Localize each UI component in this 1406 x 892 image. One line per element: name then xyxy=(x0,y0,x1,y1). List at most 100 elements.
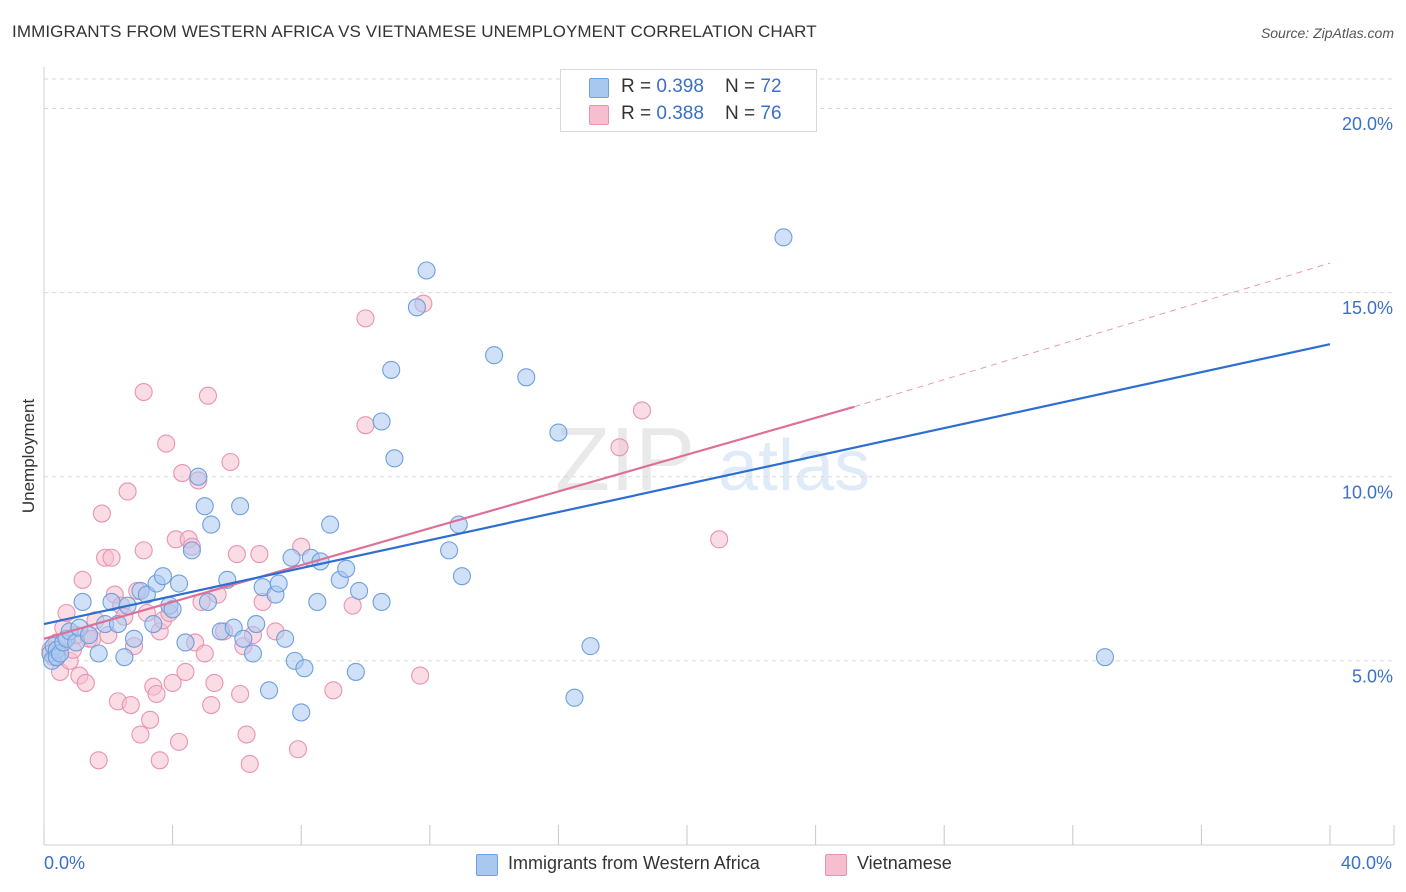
data-point-vietnamese xyxy=(157,434,176,453)
data-point-western-africa xyxy=(195,497,214,516)
data-point-vietnamese xyxy=(288,740,308,759)
data-point-western-africa xyxy=(189,467,208,486)
data-point-vietnamese xyxy=(356,416,375,435)
data-point-western-africa xyxy=(79,626,99,645)
data-point-western-africa xyxy=(89,644,108,663)
data-point-vietnamese xyxy=(134,382,153,402)
data-point-western-africa xyxy=(276,629,295,648)
data-point-western-africa xyxy=(308,592,327,611)
data-point-vietnamese xyxy=(73,570,92,589)
n-label: N = xyxy=(725,76,761,97)
data-point-vietnamese xyxy=(134,541,153,560)
data-point-vietnamese xyxy=(411,666,430,685)
r-value: 0.388 xyxy=(656,103,704,124)
r-value: 0.398 xyxy=(656,76,704,97)
legend-swatch-blue xyxy=(589,78,609,98)
r-label: R = xyxy=(621,76,657,97)
data-point-western-africa xyxy=(549,423,568,442)
data-point-western-africa xyxy=(269,574,288,593)
data-point-vietnamese xyxy=(76,673,95,693)
data-point-western-africa xyxy=(182,541,201,560)
data-point-western-africa xyxy=(234,629,253,648)
data-point-western-africa xyxy=(247,614,266,634)
data-point-vietnamese xyxy=(118,482,137,501)
data-point-western-africa xyxy=(176,633,195,652)
legend-label: Vietnamese xyxy=(857,853,952,873)
data-point-western-africa xyxy=(382,360,401,379)
data-point-vietnamese xyxy=(356,309,375,328)
data-point-western-africa xyxy=(417,261,436,280)
data-point-western-africa xyxy=(452,567,472,586)
data-point-vietnamese xyxy=(163,673,182,693)
data-point-vietnamese xyxy=(150,751,169,770)
data-point-vietnamese xyxy=(195,644,214,663)
trend-line-western-africa xyxy=(43,343,1331,626)
data-point-western-africa xyxy=(774,228,793,247)
data-point-western-africa xyxy=(292,703,311,722)
data-point-western-africa xyxy=(346,662,365,681)
data-point-western-africa xyxy=(350,581,369,600)
y-tick-label: 10.0% xyxy=(1342,482,1393,502)
data-point-vietnamese xyxy=(240,754,259,774)
data-point-vietnamese xyxy=(92,504,111,523)
data-point-vietnamese xyxy=(221,452,240,472)
data-point-western-africa xyxy=(259,681,279,700)
tick-labels: 5.0% 10.0% 15.0% 20.0% 0.0% 40.0% xyxy=(44,114,1393,873)
data-point-western-africa xyxy=(321,515,340,534)
data-point-western-africa xyxy=(153,567,173,586)
x-tick-label: 40.0% xyxy=(1341,853,1392,873)
chart-title: IMMIGRANTS FROM WESTERN AFRICA VS VIETNA… xyxy=(12,22,817,41)
data-point-vietnamese xyxy=(102,548,121,567)
data-point-vietnamese xyxy=(176,662,195,681)
trend-lines xyxy=(43,262,1331,640)
data-point-vietnamese xyxy=(202,696,221,715)
data-point-vietnamese xyxy=(147,684,166,704)
data-point-western-africa xyxy=(407,298,426,317)
y-tick-label: 20.0% xyxy=(1342,114,1393,134)
r-label: R = xyxy=(621,103,657,124)
data-point-western-africa xyxy=(124,629,144,648)
n-value: 76 xyxy=(760,103,782,124)
data-point-western-africa xyxy=(485,346,504,365)
data-point-western-africa xyxy=(581,637,600,656)
data-point-vietnamese xyxy=(227,545,246,564)
stats-legend: R = 0.398 N = 72 R = 0.388 N = 76 xyxy=(560,69,817,132)
y-axis-label: Unemployment xyxy=(19,399,38,514)
data-point-western-africa xyxy=(202,515,221,534)
data-point-vietnamese xyxy=(610,438,629,457)
data-point-vietnamese xyxy=(205,673,224,693)
data-point-western-africa xyxy=(73,592,92,611)
data-point-western-africa xyxy=(115,648,134,667)
data-point-western-africa xyxy=(295,659,314,678)
data-point-vietnamese xyxy=(141,710,160,729)
data-point-western-africa xyxy=(243,644,263,663)
data-point-vietnamese xyxy=(237,725,256,744)
trend-line-vietnamese xyxy=(43,405,855,640)
data-point-vietnamese xyxy=(198,386,218,405)
data-point-vietnamese xyxy=(632,401,652,420)
data-point-vietnamese xyxy=(131,725,150,744)
x-tick-label: 0.0% xyxy=(44,853,85,873)
data-point-western-africa xyxy=(144,614,163,634)
data-point-vietnamese xyxy=(710,530,729,549)
data-point-western-africa xyxy=(440,541,459,560)
legend-swatch-blue xyxy=(476,854,498,876)
n-label: N = xyxy=(725,103,761,124)
data-point-western-africa xyxy=(198,592,218,611)
data-point-western-africa xyxy=(372,412,391,431)
data-point-vietnamese xyxy=(89,751,108,770)
trend-line-vietnamese-extended xyxy=(854,262,1331,408)
data-point-vietnamese xyxy=(173,463,192,483)
legend-swatch-pink xyxy=(589,105,609,125)
source-label: Source: ZipAtlas.com xyxy=(1260,25,1394,41)
data-point-western-africa xyxy=(372,592,391,611)
y-tick-label: 5.0% xyxy=(1352,666,1393,686)
grid xyxy=(44,78,1394,662)
watermark-zip: ZIP xyxy=(555,410,695,510)
series-legend: Immigrants from Western Africa Vietnames… xyxy=(0,852,1406,878)
n-value: 72 xyxy=(760,76,782,97)
data-point-western-africa xyxy=(169,574,189,593)
legend-swatch-pink xyxy=(825,854,847,876)
data-point-western-africa xyxy=(1095,648,1114,667)
